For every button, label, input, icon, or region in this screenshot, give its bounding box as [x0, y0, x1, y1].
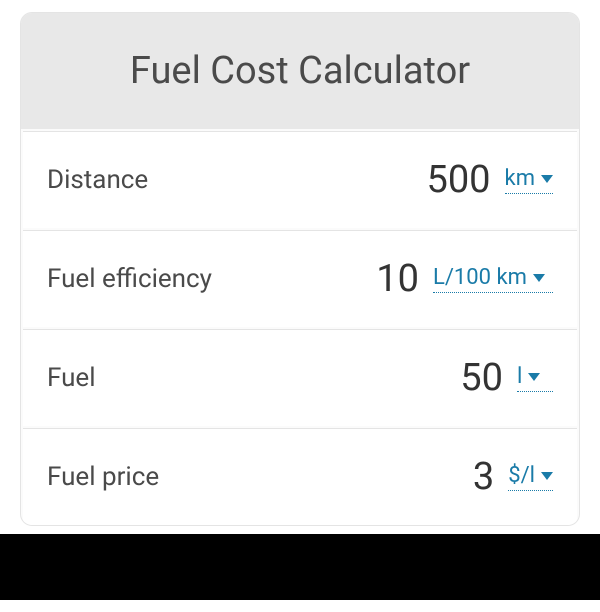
fuel-efficiency-label: Fuel efficiency — [47, 264, 376, 294]
distance-value[interactable]: 500 — [426, 158, 490, 202]
chevron-down-icon — [541, 175, 553, 183]
fuel-price-label: Fuel price — [47, 462, 473, 492]
page-title: Fuel Cost Calculator — [41, 49, 559, 93]
row-fuel-price: Fuel price 3 $/l — [23, 428, 577, 525]
fuel-efficiency-value[interactable]: 10 — [376, 257, 419, 301]
fuel-price-unit-select[interactable]: $/l — [508, 463, 553, 491]
fuel-price-value[interactable]: 3 — [473, 455, 494, 499]
distance-label: Distance — [47, 165, 426, 195]
distance-unit-select[interactable]: km — [505, 166, 553, 194]
chevron-down-icon — [541, 472, 553, 480]
fuel-unit-text: l — [517, 364, 522, 389]
chevron-down-icon — [528, 373, 540, 381]
fuel-efficiency-unit-select[interactable]: L/100 km — [433, 265, 553, 293]
fuel-label: Fuel — [47, 363, 460, 393]
fuel-price-unit-text: $/l — [508, 463, 535, 488]
row-fuel-efficiency: Fuel efficiency 10 L/100 km — [23, 230, 577, 327]
calculator-card: Fuel Cost Calculator Distance 500 km Fue… — [20, 12, 580, 526]
bottom-bar — [0, 534, 600, 600]
fuel-efficiency-unit-text: L/100 km — [433, 265, 527, 290]
calculator-header: Fuel Cost Calculator — [21, 13, 579, 129]
fuel-unit-select[interactable]: l — [517, 364, 553, 392]
distance-unit-text: km — [505, 166, 535, 191]
row-distance: Distance 500 km — [23, 131, 577, 228]
chevron-down-icon — [533, 274, 545, 282]
row-fuel: Fuel 50 l — [23, 329, 577, 426]
fuel-value[interactable]: 50 — [460, 356, 503, 400]
